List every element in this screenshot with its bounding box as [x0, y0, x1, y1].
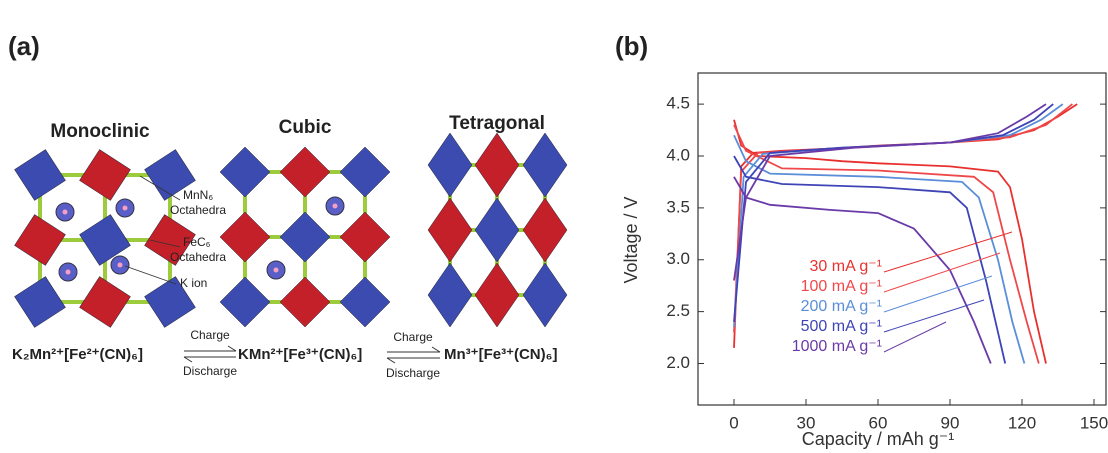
octahedron	[79, 276, 131, 328]
octahedron	[14, 214, 66, 266]
k-ion-core	[122, 205, 128, 211]
formula: K₂Mn²⁺[Fe²⁺(CN)₆]	[12, 346, 143, 363]
legend-leader	[883, 231, 1013, 273]
annotation: FeC₆	[183, 235, 211, 249]
arrow-label: Charge	[393, 330, 433, 344]
panel-label: (a)	[8, 31, 40, 61]
legend-leader	[883, 321, 947, 353]
annotation: Octahedra	[170, 250, 226, 264]
octahedron	[522, 132, 568, 198]
y-tick-label: 4.5	[666, 94, 690, 113]
octahedron	[279, 211, 331, 263]
phase-label: Cubic	[279, 117, 332, 138]
series-line	[733, 103, 1047, 364]
octahedron	[339, 276, 391, 328]
octahedron	[14, 149, 66, 201]
series-line	[733, 103, 1064, 364]
x-tick-label: 120	[1008, 413, 1036, 432]
octahedron	[144, 214, 196, 266]
legend-label: 100 mA g⁻¹	[801, 278, 882, 295]
plot-frame	[697, 72, 1107, 406]
octahedron	[427, 132, 473, 198]
legend-leader	[883, 275, 993, 313]
arrow-label: Discharge	[183, 364, 237, 378]
annotation: K ion	[180, 276, 207, 290]
x-axis-label: Capacity / mAh g⁻¹	[802, 429, 955, 449]
octahedron	[522, 262, 568, 328]
x-tick-label: 0	[729, 413, 738, 432]
legend-label: 500 mA g⁻¹	[801, 318, 882, 335]
octahedron	[339, 211, 391, 263]
y-tick-label: 4.0	[666, 145, 690, 164]
k-ion-core	[117, 262, 123, 268]
octahedron	[279, 276, 331, 328]
octahedron	[474, 197, 520, 263]
panel-label: (b)	[615, 31, 648, 61]
octahedron	[522, 197, 568, 263]
phase-label: Tetragonal	[449, 113, 545, 134]
x-tick-label: 60	[869, 413, 888, 432]
leader-lines	[124, 175, 181, 285]
x-tick-label: 30	[797, 413, 816, 432]
k-ion-core	[332, 203, 338, 209]
arrow-label: Discharge	[386, 366, 440, 380]
octahedron	[144, 276, 196, 328]
octahedron	[219, 146, 271, 198]
octahedron	[14, 276, 66, 328]
octahedron	[279, 146, 331, 198]
x-tick-label: 150	[1080, 413, 1108, 432]
k-ion-core	[62, 209, 68, 215]
octahedron	[144, 149, 196, 201]
annotation: Octahedra	[170, 203, 226, 217]
y-tick-label: 2.0	[666, 353, 690, 372]
legend-label: 30 mA g⁻¹	[810, 258, 882, 275]
octahedron	[427, 262, 473, 328]
formula: Mn³⁺[Fe³⁺(CN)₆]	[444, 346, 557, 363]
phase-label: Monoclinic	[50, 121, 150, 142]
legend-leader	[883, 252, 1001, 293]
reaction-arrows	[183, 345, 441, 364]
x-tick-label: 90	[941, 413, 960, 432]
legend-leader	[883, 299, 985, 333]
octahedron	[79, 149, 131, 201]
octahedron	[474, 262, 520, 328]
legend-label: 1000 mA g⁻¹	[792, 338, 882, 355]
y-axis-label: Voltage / V	[621, 196, 641, 283]
y-tick-label: 2.5	[666, 301, 690, 320]
y-tick-label: 3.5	[666, 197, 690, 216]
legend-label: 200 mA g⁻¹	[801, 298, 882, 315]
arrow-label: Charge	[190, 328, 230, 342]
octahedron	[427, 197, 473, 263]
k-ion-core	[65, 269, 71, 275]
octahedron	[219, 276, 271, 328]
lattice	[14, 132, 568, 328]
y-tick-label: 3.0	[666, 249, 690, 268]
k-ion-core	[273, 267, 279, 273]
annotation: MnN₆	[183, 188, 213, 202]
octahedron	[339, 146, 391, 198]
formula: KMn²⁺[Fe³⁺(CN)₆]	[238, 346, 362, 363]
octahedron	[219, 211, 271, 263]
octahedron	[474, 132, 520, 198]
octahedron	[79, 214, 131, 266]
